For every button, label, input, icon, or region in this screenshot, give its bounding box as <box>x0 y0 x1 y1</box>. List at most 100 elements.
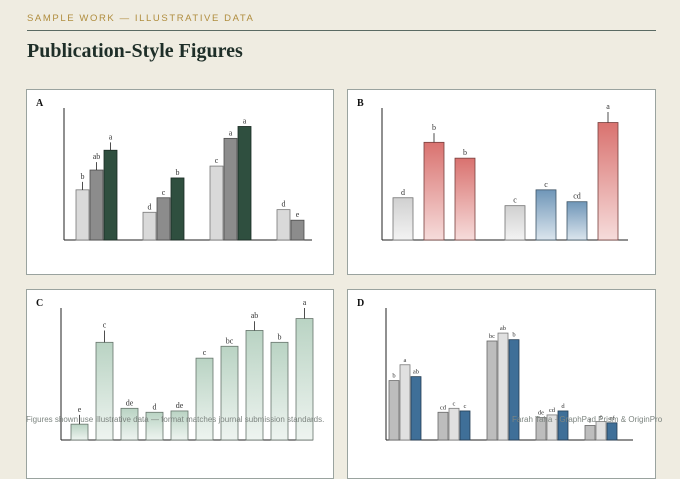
bar <box>508 339 520 441</box>
figure-a-chart: Ab ab a d c b c a a d e <box>36 98 312 241</box>
panel-label: C <box>36 298 43 309</box>
significance-letter: c <box>103 320 107 329</box>
significance-letter: ab <box>93 152 101 161</box>
significance-letter: e <box>78 405 82 414</box>
significance-letter: c <box>464 403 467 410</box>
bar <box>220 345 239 441</box>
bar <box>195 357 214 441</box>
bar <box>606 422 618 441</box>
bar <box>120 407 139 441</box>
footer-disclaimer: Figures shown use illustrative data — fo… <box>26 415 325 424</box>
significance-letter: cd <box>440 404 447 411</box>
figure-b-chart: Bd b b c c cd a <box>357 98 628 241</box>
panel-label: B <box>357 98 364 109</box>
bar <box>454 157 476 241</box>
bar <box>237 126 252 241</box>
significance-letter: d <box>282 200 286 209</box>
significance-letter: b <box>463 148 467 157</box>
bar <box>290 219 305 241</box>
significance-letter: a <box>404 357 407 364</box>
bar <box>245 330 264 441</box>
significance-letter: ef <box>609 415 615 422</box>
significance-letter: a <box>606 102 610 111</box>
figure-c-chart: Ce c de d de c bc ab b a <box>36 298 314 441</box>
significance-letter: b <box>176 168 180 177</box>
bar <box>70 423 89 441</box>
bar <box>156 197 171 241</box>
significance-letter: d <box>401 188 405 197</box>
significance-letter: c <box>215 156 219 165</box>
bar <box>145 411 164 441</box>
bar <box>437 411 449 441</box>
significance-letter: ab <box>413 369 419 376</box>
significance-letter: c <box>513 196 517 205</box>
bar <box>546 414 558 441</box>
significance-letter: b <box>432 123 436 132</box>
bar <box>223 137 238 241</box>
bar <box>584 425 596 441</box>
bar <box>170 177 185 241</box>
significance-letter: de <box>176 401 184 410</box>
page-title: Publication-Style Figures <box>27 40 243 62</box>
bar <box>423 141 445 241</box>
bar <box>392 197 414 241</box>
bar <box>497 332 509 441</box>
bar <box>557 410 569 441</box>
bar <box>535 189 557 241</box>
significance-letter: de <box>126 398 134 407</box>
bar <box>209 165 224 241</box>
significance-letter: ab <box>500 325 506 332</box>
significance-letter: a <box>303 298 307 307</box>
significance-letter: f <box>589 417 592 424</box>
bar <box>448 407 460 441</box>
bar <box>170 410 189 441</box>
bar <box>270 341 289 441</box>
significance-letter: bc <box>226 336 234 345</box>
significance-letter: d <box>561 403 565 410</box>
bar <box>388 380 400 441</box>
significance-letter: c <box>203 348 207 357</box>
bar <box>103 149 118 241</box>
significance-letter: d <box>153 402 157 411</box>
section-eyebrow-label: SAMPLE WORK — ILLUSTRATIVE DATA <box>27 13 255 24</box>
panel-label: A <box>36 98 44 109</box>
significance-letter: a <box>243 116 247 125</box>
bar <box>459 410 471 441</box>
bar <box>142 211 157 241</box>
significance-letter: e <box>600 414 603 421</box>
bar <box>535 417 547 441</box>
significance-letter: c <box>453 400 456 407</box>
significance-letter: de <box>538 410 544 417</box>
significance-letter: cd <box>549 407 556 414</box>
bar <box>597 122 619 241</box>
bar <box>410 376 422 441</box>
bar <box>504 205 526 241</box>
bar <box>89 169 104 241</box>
bar <box>595 421 607 441</box>
significance-letter: c <box>162 188 166 197</box>
significance-letter: e <box>296 210 300 219</box>
significance-letter: a <box>229 128 233 137</box>
significance-letter: b <box>81 172 85 181</box>
footer-credit: Farah Taha · GraphPad Prism & OriginPro <box>512 415 663 424</box>
bar <box>276 209 291 241</box>
significance-letter: a <box>109 132 113 141</box>
bar <box>566 201 588 241</box>
bar <box>75 189 90 241</box>
significance-letter: c <box>544 180 548 189</box>
significance-letter: ab <box>251 311 259 320</box>
significance-letter: cd <box>573 192 581 201</box>
significance-letter: b <box>392 373 395 380</box>
bar <box>95 341 114 441</box>
bar <box>486 340 498 441</box>
significance-letter: bc <box>489 333 495 340</box>
bar <box>399 364 411 441</box>
panel-label: D <box>357 298 364 309</box>
significance-letter: d <box>148 202 152 211</box>
header-divider <box>27 30 656 31</box>
